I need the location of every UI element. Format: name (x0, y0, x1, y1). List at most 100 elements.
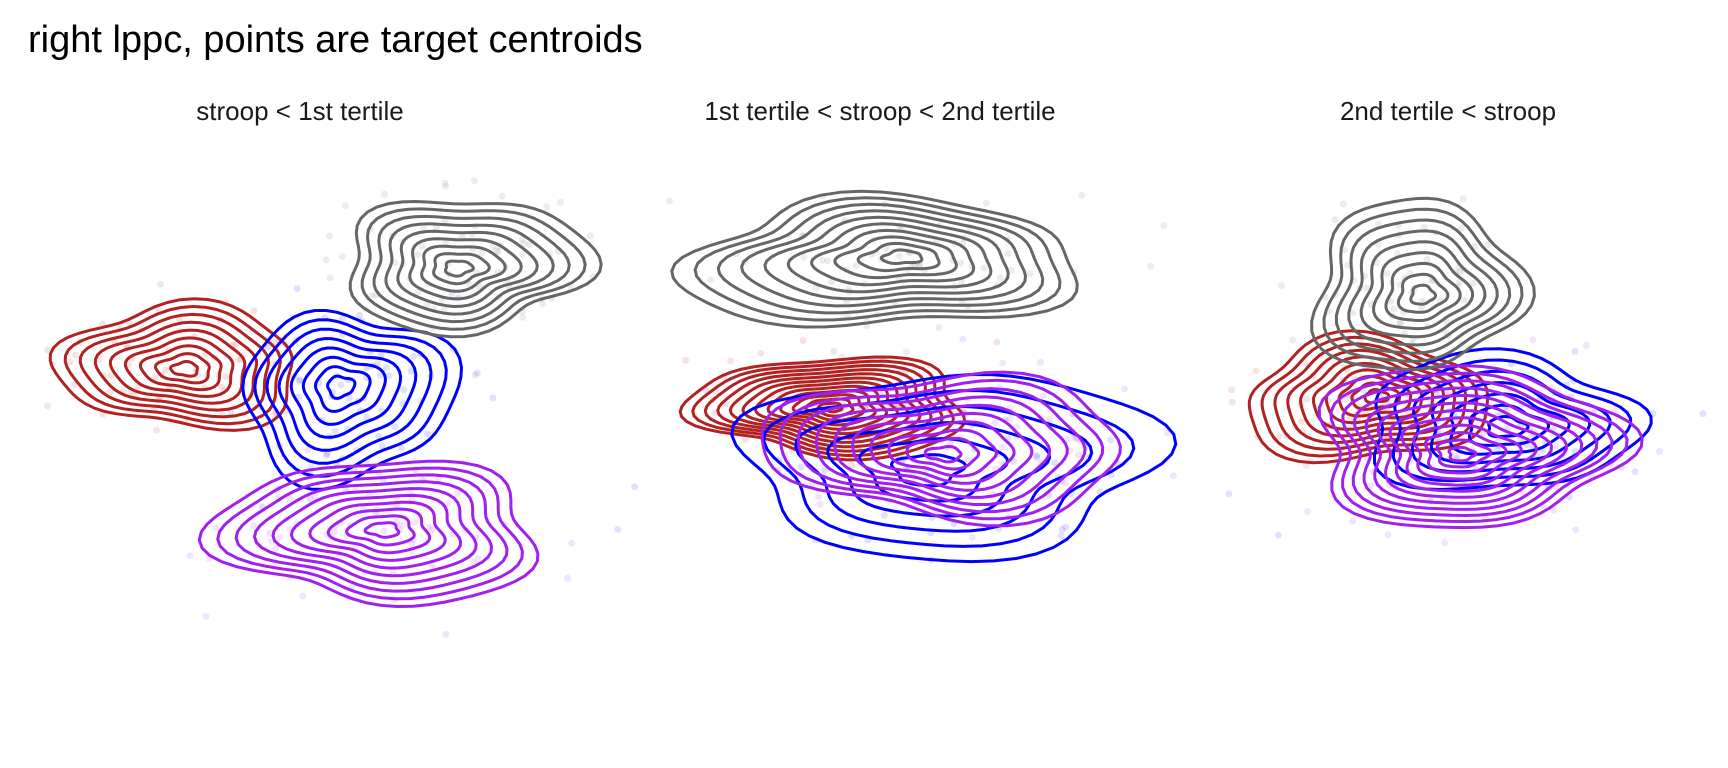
centroid-point (296, 376, 304, 384)
centroid-point (107, 372, 115, 379)
centroid-point (1057, 532, 1065, 540)
density-contour (241, 309, 463, 491)
centroid-point (410, 353, 418, 360)
centroid-point (1423, 256, 1431, 263)
centroid-point (568, 539, 576, 547)
density-contour (444, 259, 475, 278)
centroid-point (442, 630, 450, 638)
centroid-point (414, 251, 421, 259)
centroid-point (1051, 459, 1059, 467)
centroid-point (586, 232, 594, 240)
centroid-point (1582, 341, 1590, 349)
centroid-point (1058, 526, 1066, 533)
density-contour (740, 209, 1027, 308)
centroid-point (1275, 433, 1283, 441)
centroid-point (442, 182, 450, 190)
centroid-point (1441, 539, 1449, 547)
centroid-point (489, 243, 497, 251)
density-contour (728, 372, 922, 444)
centroid-point (682, 356, 690, 364)
density-contour (301, 355, 387, 426)
centroid-point (848, 461, 856, 469)
density-contour (670, 189, 1079, 329)
centroid-point (1304, 508, 1311, 516)
centroid-point (1383, 270, 1391, 277)
centroid-point (1458, 224, 1465, 232)
centroid-point (1147, 262, 1155, 270)
centroid-point (295, 377, 303, 385)
centroid-point (470, 177, 478, 185)
centroid-point (338, 252, 346, 260)
density-contour (879, 248, 924, 265)
centroid-point (326, 232, 333, 240)
density-contour (63, 305, 282, 426)
centroid-point (1367, 482, 1374, 490)
centroid-point (383, 364, 390, 372)
centroid-point (345, 394, 353, 402)
centroid-point (293, 285, 301, 293)
centroid-point (272, 545, 280, 553)
centroid-point (935, 324, 943, 332)
density-contour (856, 241, 941, 273)
centroid-point (1451, 452, 1459, 460)
density-contour (1412, 423, 1523, 481)
density-contour (763, 215, 1010, 301)
density-contour (778, 378, 1105, 521)
centroid-point (311, 493, 319, 501)
facet-strip-label: 1st tertile < stroop < 2nd tertile (704, 96, 1055, 126)
centroid-point (1075, 451, 1082, 459)
centroid-point (1469, 279, 1477, 287)
centroid-point (375, 432, 382, 440)
centroid-point (821, 466, 829, 474)
density-contour (905, 436, 981, 471)
centroid-point (418, 243, 426, 251)
centroid-point (727, 357, 735, 365)
centroid-point (1298, 417, 1306, 425)
centroid-point (202, 612, 210, 620)
density-contour (1423, 431, 1508, 475)
centroid-point (471, 371, 479, 379)
density-contour (1286, 348, 1457, 445)
centroid-point (996, 274, 1004, 282)
centroid-point (824, 257, 831, 265)
centroid-point (1045, 415, 1053, 423)
density-contour (93, 320, 259, 412)
centroid-point (1006, 415, 1014, 422)
centroid-point (1252, 367, 1260, 375)
centroid-point (1363, 284, 1370, 292)
density-contour (48, 297, 294, 432)
density-contour (1365, 393, 1584, 505)
centroid-point (1459, 195, 1467, 203)
centroid-point (1225, 490, 1233, 498)
centroid-point (217, 383, 225, 391)
centroid-point (407, 367, 415, 375)
centroid-point (564, 574, 571, 582)
density-contour (253, 480, 493, 585)
density-contour (1373, 347, 1653, 491)
facet-strip-label: stroop < 1st tertile (196, 96, 403, 126)
centroid-point (1397, 320, 1404, 328)
centroid-point (454, 489, 462, 497)
centroid-point (306, 495, 314, 503)
density-contour (815, 395, 1069, 506)
centroid-point (356, 311, 363, 319)
density-contour (348, 200, 603, 339)
centroid-point (1302, 360, 1309, 367)
centroid-point (999, 359, 1007, 367)
centroid-point (391, 423, 399, 431)
centroid-point (363, 414, 371, 421)
density-contour (923, 445, 963, 464)
density-contour (360, 207, 587, 331)
centroid-point (1004, 250, 1012, 257)
centroid-point (368, 291, 376, 299)
density-contour (420, 244, 507, 293)
density-contour (326, 507, 432, 555)
density-contour (1310, 196, 1536, 371)
centroid-point (222, 373, 230, 381)
density-contour (851, 411, 1034, 492)
centroid-point (1078, 191, 1086, 199)
density-contour (314, 365, 372, 413)
centroid-point (1493, 446, 1501, 454)
centroid-point (828, 278, 836, 286)
centroid-point (814, 493, 822, 501)
